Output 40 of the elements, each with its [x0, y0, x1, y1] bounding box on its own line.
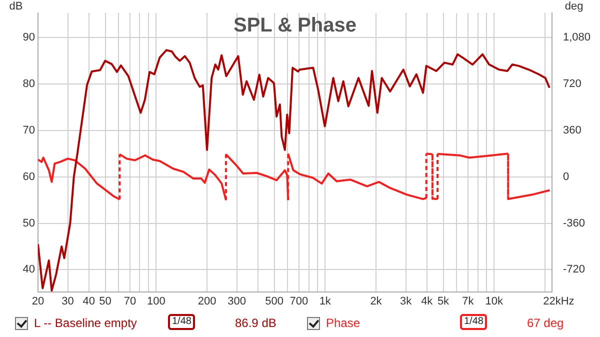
y2-tick-label: -720: [563, 264, 586, 276]
y2-tick-label: 360: [563, 124, 582, 136]
x-tick-label: 1k: [319, 296, 332, 308]
x-tick-label: 20: [32, 296, 44, 308]
text: 67 deg: [527, 316, 564, 330]
y-axis-title: dB: [9, 0, 23, 13]
y-tick-label: 80: [22, 78, 35, 90]
y-tick-label: 40: [22, 264, 35, 276]
x-tick-label: 70: [124, 296, 136, 308]
x-tick-label: 50: [99, 296, 112, 308]
x-tick-label: 10k: [485, 296, 504, 308]
text: 1/48: [460, 314, 488, 330]
x-tick-label: 700: [290, 296, 308, 308]
x-tick-label: 7k: [462, 296, 474, 308]
y-tick-label: 90: [22, 32, 35, 44]
text: L -- Baseline empty: [34, 316, 137, 330]
x-axis-title: Hz: [560, 296, 574, 308]
y2-axis-title: deg: [564, 0, 584, 13]
x-tick-label: 40: [82, 296, 95, 308]
chart-title: SPL & Phase: [233, 14, 357, 37]
text: 1/48: [168, 314, 196, 330]
x-tick-label: 2k: [370, 296, 382, 308]
y-tick-label: 50: [22, 217, 35, 230]
text: 86.9 dB: [235, 316, 276, 330]
x-tick-label: 4k: [421, 296, 434, 308]
y-tick-label: 70: [22, 124, 35, 136]
y2-tick-label: 720: [563, 78, 582, 90]
y2-tick-label: -360: [563, 217, 586, 230]
x-tick-label: 500: [265, 296, 284, 308]
y2-tick-label: 1,080: [563, 32, 591, 44]
text: Phase: [326, 316, 360, 330]
x-tick-label: 300: [228, 296, 246, 308]
y2-tick-label: 0: [563, 170, 570, 183]
x-tick-label: 5k: [437, 296, 450, 308]
x-tick-label: 100: [146, 296, 166, 308]
x-tick-label: 30: [62, 296, 74, 308]
y-tick-label: 60: [22, 170, 35, 183]
x-tick-label: 200: [198, 296, 216, 308]
x-tick-label: 22k: [543, 296, 562, 308]
x-tick-label: 3k: [400, 296, 412, 308]
